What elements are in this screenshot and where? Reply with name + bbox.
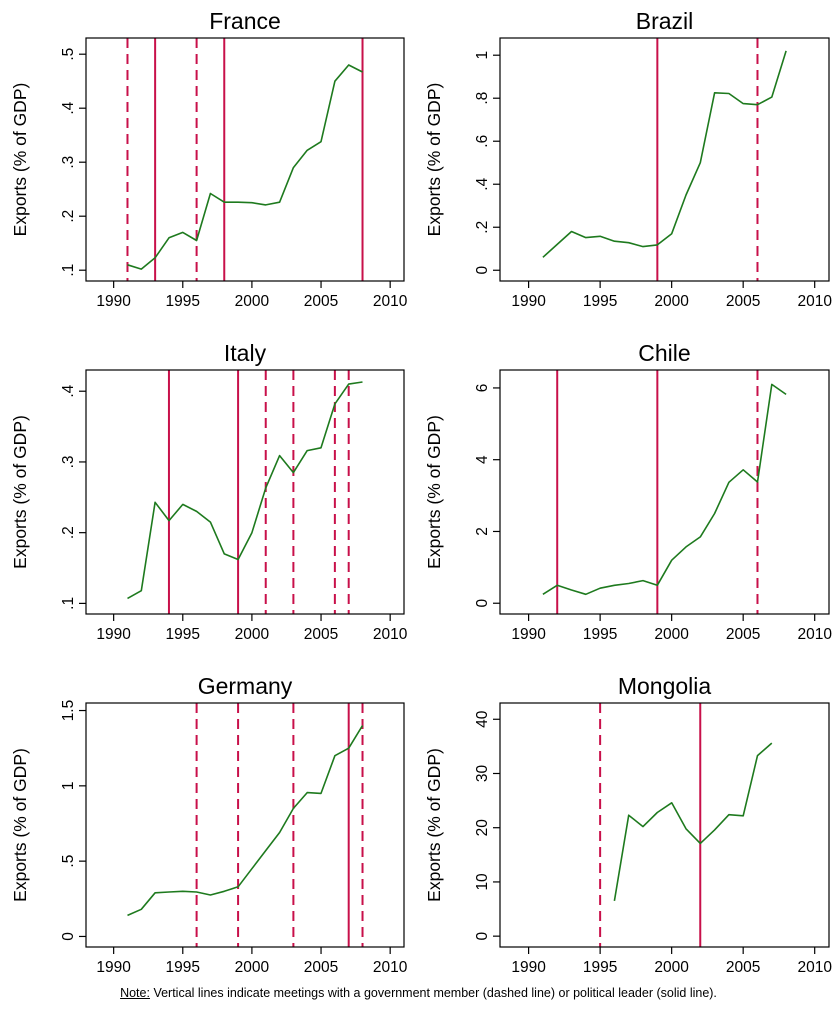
x-tick-label: 1995	[583, 959, 617, 976]
x-tick-label: 2010	[797, 959, 832, 976]
plot-frame	[499, 369, 830, 615]
y-tick-label: .4	[474, 177, 491, 190]
y-tick-label: .2	[60, 526, 77, 539]
plot-frame	[85, 369, 405, 615]
x-tick-label: 2010	[373, 959, 408, 976]
y-axis-label: Exports (% of GDP)	[10, 748, 30, 902]
y-axis-label: Exports (% of GDP)	[424, 415, 444, 569]
chart-title: Italy	[224, 340, 267, 366]
chart-mongolia: Mongolia Exports (% of GDP) 1990 1995 2000 20…	[424, 673, 832, 976]
x-tick-label: 2005	[726, 293, 760, 310]
y-tick-label: .5	[60, 48, 77, 61]
y-axis-label: Exports (% of GDP)	[424, 748, 444, 902]
note-text: Vertical lines indicate meetings with a …	[149, 986, 717, 1000]
y-tick-label: .3	[60, 156, 77, 169]
y-tick-label: 0	[474, 266, 491, 275]
y-tick-label: .6	[474, 135, 491, 148]
series-line-mongolia	[613, 742, 773, 902]
x-tick-label: 1990	[511, 293, 546, 310]
chart-title: Brazil	[636, 8, 694, 34]
x-tick-label: 2000	[654, 959, 689, 976]
plot-frame	[499, 37, 830, 282]
x-tick-label: 2005	[726, 626, 760, 643]
y-tick-label: 4	[474, 455, 491, 464]
x-tick-label: 2005	[304, 293, 338, 310]
y-tick-label: .1	[60, 597, 77, 610]
y-tick-label: 0	[474, 599, 491, 608]
y-tick-label: 10	[474, 873, 491, 891]
chart-title: Mongolia	[618, 673, 712, 699]
y-axis-label: Exports (% of GDP)	[424, 83, 444, 237]
y-tick-label: .2	[474, 221, 491, 234]
chart-title: France	[209, 8, 281, 34]
y-axis-label: Exports (% of GDP)	[10, 83, 30, 237]
y-tick-label: 1	[474, 51, 491, 60]
note-label: Note:	[120, 986, 150, 1000]
y-axis-label: Exports (% of GDP)	[10, 415, 30, 569]
y-tick-label: 20	[474, 819, 491, 837]
x-tick-label: 1995	[166, 626, 200, 643]
plot-frame	[499, 702, 830, 948]
x-tick-label: 2010	[373, 626, 408, 643]
x-tick-label: 1990	[96, 959, 131, 976]
chart-title: Germany	[198, 673, 293, 699]
x-tick-label: 1995	[166, 959, 200, 976]
y-tick-label: .3	[60, 455, 77, 468]
chart-brazil: Brazil Exports (% of GDP) 1990 1995 2000 2005…	[424, 8, 832, 310]
y-tick-label: 2	[474, 527, 491, 536]
x-tick-label: 2010	[797, 626, 832, 643]
x-tick-label: 2000	[235, 293, 270, 310]
y-tick-label: .8	[474, 92, 491, 105]
x-tick-label: 1995	[166, 293, 200, 310]
x-tick-label: 2000	[235, 959, 270, 976]
x-tick-label: 1990	[96, 293, 131, 310]
y-tick-label: .5	[60, 855, 77, 868]
x-tick-label: 2010	[373, 293, 408, 310]
chart-italy: Italy Exports (% of GDP) 1990 1995 2000 2005 2…	[10, 340, 408, 643]
x-tick-label: 1995	[583, 626, 617, 643]
y-tick-label: 1.5	[60, 700, 77, 722]
x-tick-label: 1990	[511, 959, 546, 976]
y-tick-label: .4	[60, 384, 77, 397]
series-line-france	[127, 64, 363, 270]
x-tick-label: 1995	[583, 293, 617, 310]
y-tick-label: 0	[474, 931, 491, 940]
series-line-chile	[542, 383, 787, 596]
x-tick-label: 2000	[235, 626, 270, 643]
series-line-germany	[127, 725, 364, 917]
y-tick-label: .1	[60, 264, 77, 277]
x-tick-label: 2000	[654, 293, 689, 310]
x-tick-label: 1990	[511, 626, 546, 643]
series-line-brazil	[542, 50, 787, 258]
figure-note: Note: Vertical lines indicate meetings w…	[0, 986, 837, 1000]
y-tick-label: 0	[60, 932, 77, 941]
chart-germany: Germany Exports (% of GDP) 1990 1995 2000 200…	[10, 673, 408, 976]
chart-france: France Exports (% of GDP) 1990 1995 2000 2005…	[10, 8, 408, 310]
x-tick-label: 2005	[726, 959, 760, 976]
x-tick-label: 2005	[304, 626, 338, 643]
x-tick-label: 1990	[96, 626, 131, 643]
y-tick-label: 6	[474, 384, 491, 393]
plot-frame	[85, 37, 405, 282]
chart-chile: Chile Exports (% of GDP) 1990 1995 2000 2005 2…	[424, 340, 832, 643]
y-tick-label: .2	[60, 210, 77, 223]
x-tick-label: 2000	[654, 626, 689, 643]
y-tick-label: 40	[474, 710, 491, 728]
y-tick-label: .4	[60, 101, 77, 114]
x-tick-label: 2010	[797, 293, 832, 310]
x-tick-label: 2005	[304, 959, 338, 976]
plot-frame	[85, 702, 405, 948]
y-tick-label: 30	[474, 764, 491, 782]
y-tick-label: 1	[60, 782, 77, 791]
chart-title: Chile	[638, 340, 690, 366]
series-line-italy	[127, 381, 363, 600]
